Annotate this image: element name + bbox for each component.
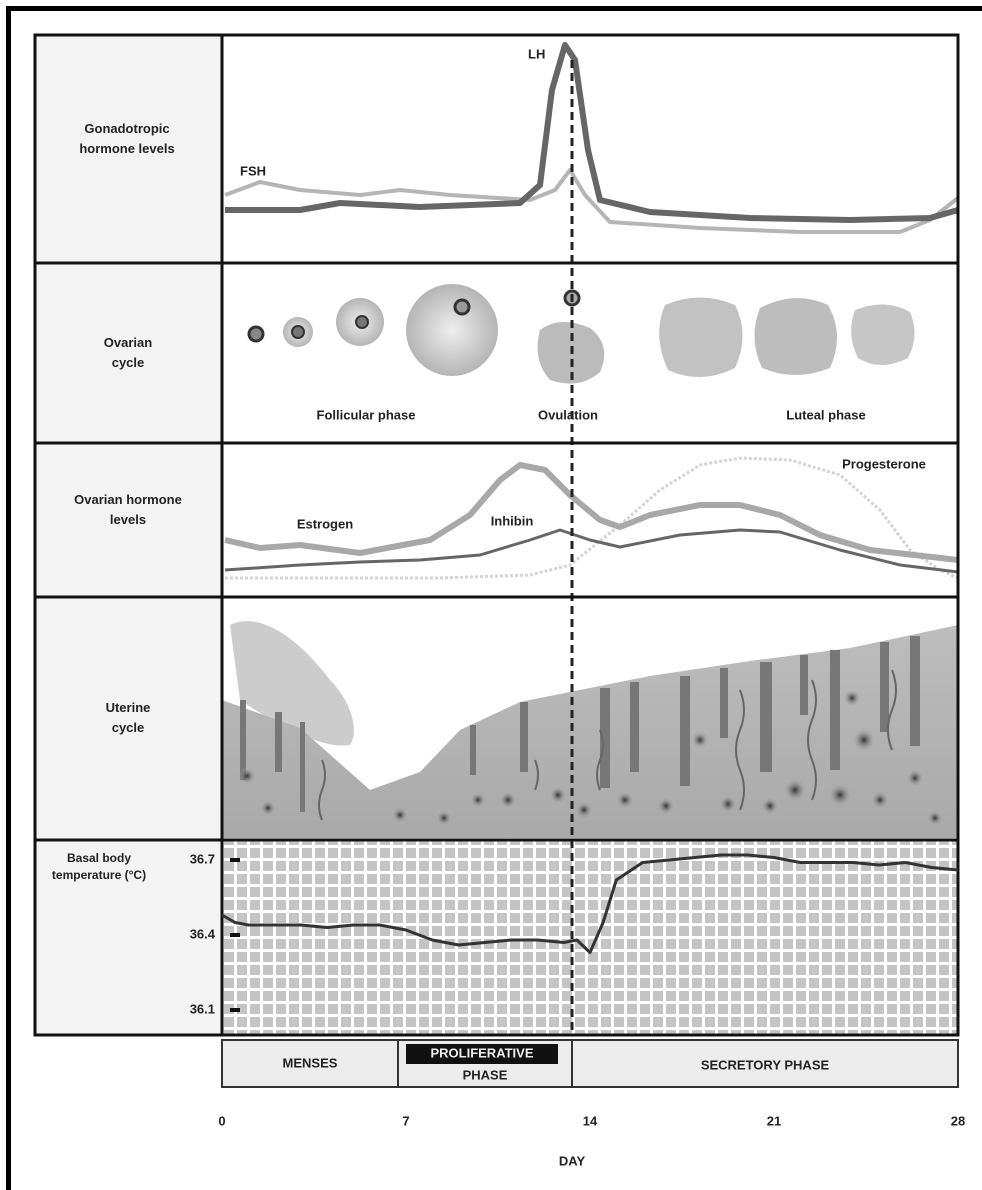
row-label: Gonadotropic hormone levels	[62, 119, 192, 159]
menses-label: MENSES	[283, 1055, 338, 1070]
x-tick-label: 14	[583, 1113, 598, 1128]
progesterone-label: Progesterone	[842, 456, 926, 471]
secretory-label: SECRETORY PHASE	[701, 1057, 830, 1072]
frame-top	[6, 6, 982, 11]
row-label: Uterine cycle	[88, 698, 168, 738]
proliferative-sub-label: PHASE	[463, 1067, 508, 1082]
diagram-canvas: LH FSH Follicular phase Ovulation Luteal…	[0, 0, 982, 1190]
label-column	[35, 35, 222, 1035]
row-label: Basal body temperature (°C)	[40, 850, 158, 884]
diagram: LH FSH Follicular phase Ovulation Luteal…	[0, 0, 982, 1190]
x-tick-label: 0	[218, 1113, 225, 1128]
follicular-label: Follicular phase	[317, 407, 416, 422]
lh-label: LH	[528, 46, 545, 61]
y-tick-label: 36.4	[190, 926, 216, 941]
row-label: Ovarian hormone levels	[68, 490, 188, 530]
estrogen-label: Estrogen	[297, 516, 353, 531]
ovulation-label: Ovulation	[538, 407, 598, 422]
x-tick-label: 28	[951, 1113, 965, 1128]
x-tick-label: 7	[402, 1113, 409, 1128]
proliferative-label: PROLIFERATIVE	[430, 1045, 533, 1060]
row-label: Ovarian cycle	[88, 333, 168, 373]
follicles	[249, 284, 915, 384]
hormone-curves	[225, 45, 958, 578]
frame-left	[6, 6, 11, 1190]
luteal-label: Luteal phase	[786, 407, 865, 422]
y-tick-label: 36.1	[190, 1001, 215, 1016]
temperature-grid	[222, 840, 958, 1035]
y-tick-label: 36.7	[190, 851, 215, 866]
fsh-label: FSH	[240, 163, 266, 178]
inhibin-label: Inhibin	[491, 513, 534, 528]
x-tick-label: 21	[767, 1113, 781, 1128]
uterine-illustration	[222, 621, 958, 838]
day-axis-title: DAY	[559, 1153, 586, 1168]
